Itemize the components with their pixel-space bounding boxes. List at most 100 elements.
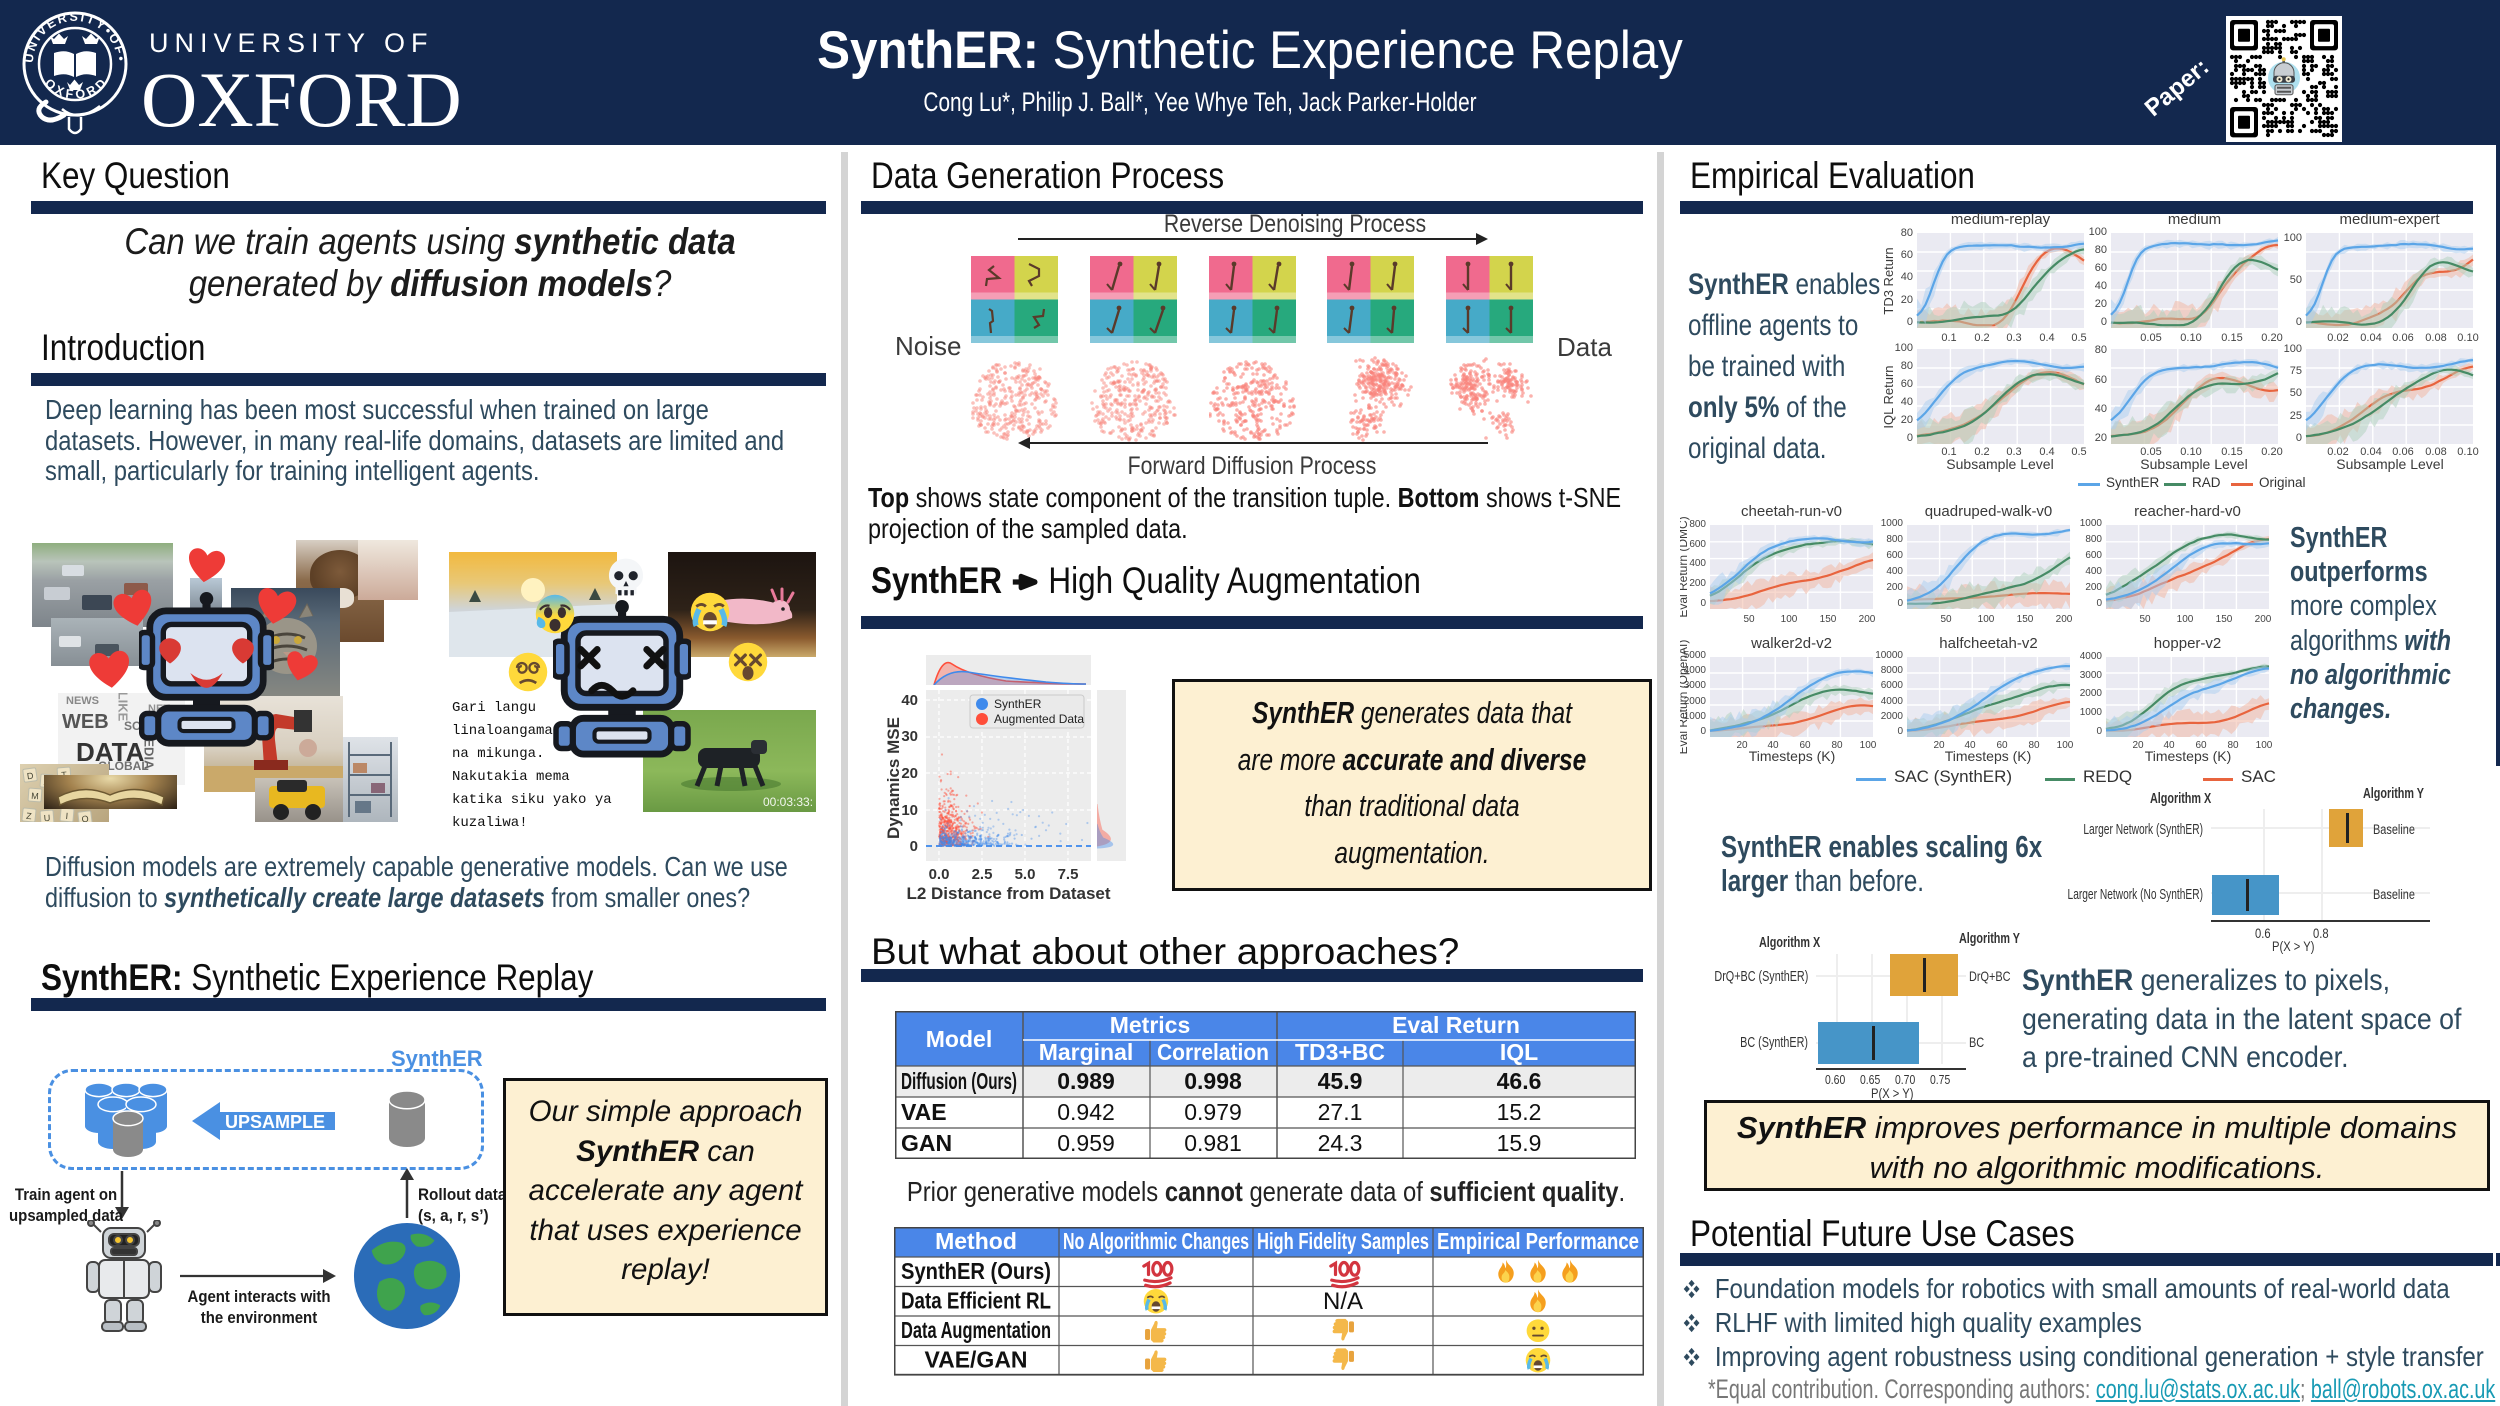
svg-text:4000: 4000: [2080, 651, 2103, 662]
svg-text:medium-replay: medium-replay: [1951, 211, 2051, 228]
svg-text:0.05: 0.05: [2140, 446, 2161, 458]
svg-text:N/A: N/A: [1323, 1288, 1363, 1315]
svg-text:Timesteps (K): Timesteps (K): [1749, 748, 1836, 764]
svg-text:Subsample Level: Subsample Level: [2140, 456, 2247, 472]
svg-text:1000: 1000: [2080, 707, 2103, 718]
svg-text:60: 60: [2195, 740, 2207, 751]
svg-text:0.5: 0.5: [2071, 332, 2086, 344]
svg-text:80: 80: [2028, 740, 2040, 751]
svg-text:Data Efficient RL: Data Efficient RL: [901, 1288, 1051, 1314]
svg-text:walker2d-v2: walker2d-v2: [1750, 635, 1832, 652]
svg-text:150: 150: [1820, 614, 1837, 625]
svg-text:800: 800: [1886, 534, 1903, 545]
svg-text:0: 0: [1700, 726, 1706, 737]
svg-text:00:03:33:: 00:03:33:: [763, 795, 813, 809]
svg-text:6000: 6000: [1881, 680, 1904, 691]
svg-text:cheetah-run-v0: cheetah-run-v0: [1741, 503, 1842, 520]
svg-text:0.1: 0.1: [1941, 332, 1956, 344]
svg-text:100: 100: [2177, 614, 2194, 625]
svg-text:0: 0: [1907, 432, 1913, 444]
svg-text:quadruped-walk-v0: quadruped-walk-v0: [1925, 503, 2053, 520]
svg-text:0: 0: [2296, 432, 2302, 444]
svg-text:400: 400: [1689, 558, 1706, 569]
svg-text:800: 800: [2085, 534, 2102, 545]
svg-text:0.20: 0.20: [2261, 446, 2282, 458]
svg-text:100: 100: [1978, 614, 1995, 625]
svg-text:80: 80: [2095, 344, 2107, 356]
svg-text:400: 400: [1886, 566, 1903, 577]
svg-text:100: 100: [2089, 226, 2107, 238]
svg-text:200: 200: [2255, 614, 2272, 625]
svg-text:2000: 2000: [1881, 711, 1904, 722]
svg-text:80: 80: [2095, 244, 2107, 256]
svg-text:medium: medium: [2168, 211, 2221, 228]
svg-text:0: 0: [2296, 316, 2302, 328]
svg-text:0.989: 0.989: [1057, 1068, 1115, 1094]
svg-text:46.6: 46.6: [1497, 1068, 1542, 1094]
svg-text:Eval Return (OpenAI): Eval Return (OpenAI): [1680, 640, 1690, 755]
svg-text:4000: 4000: [1684, 665, 1707, 676]
svg-text:GAN: GAN: [901, 1130, 952, 1156]
svg-text:IQL Return: IQL Return: [1881, 365, 1896, 428]
svg-text:medium-expert: medium-expert: [2339, 211, 2440, 228]
svg-text:0.04: 0.04: [2360, 332, 2381, 344]
svg-text:Eval Return (DMC): Eval Return (DMC): [1680, 516, 1690, 617]
svg-text:Empirical Performance: Empirical Performance: [1437, 1228, 1639, 1254]
svg-text:0.3: 0.3: [2006, 446, 2021, 458]
svg-text:40: 40: [2095, 403, 2107, 415]
svg-text:0: 0: [1897, 598, 1903, 609]
svg-text:15.9: 15.9: [1497, 1130, 1542, 1156]
svg-text:reacher-hard-v0: reacher-hard-v0: [2134, 503, 2241, 520]
svg-text:60: 60: [1901, 249, 1913, 261]
svg-text:0: 0: [1700, 598, 1706, 609]
svg-text:Data Augmentation: Data Augmentation: [901, 1317, 1051, 1343]
svg-text:Correlation: Correlation: [1157, 1039, 1269, 1065]
svg-text:0.10: 0.10: [2180, 332, 2201, 344]
svg-text:60: 60: [1901, 378, 1913, 390]
svg-text:SynthER (Ours): SynthER (Ours): [901, 1258, 1051, 1284]
svg-text:50: 50: [2290, 274, 2302, 286]
svg-text:0.06: 0.06: [2392, 332, 2413, 344]
svg-text:0.3: 0.3: [2006, 332, 2021, 344]
svg-text:20: 20: [1901, 414, 1913, 426]
svg-text:0.02: 0.02: [2327, 446, 2348, 458]
svg-text:5000: 5000: [1684, 650, 1707, 661]
svg-text:50: 50: [1940, 614, 1952, 625]
svg-text:3000: 3000: [1684, 680, 1707, 691]
svg-text:40: 40: [1964, 740, 1976, 751]
svg-text:100: 100: [1781, 614, 1798, 625]
svg-text:0.08: 0.08: [2425, 446, 2446, 458]
svg-text:0.998: 0.998: [1184, 1068, 1242, 1094]
svg-text:Diffusion (Ours): Diffusion (Ours): [901, 1068, 1017, 1094]
svg-text:100: 100: [2057, 740, 2074, 751]
svg-text:0: 0: [1897, 726, 1903, 737]
svg-text:Marginal: Marginal: [1039, 1039, 1134, 1065]
svg-text:200: 200: [2056, 614, 2073, 625]
svg-text:40: 40: [1901, 396, 1913, 408]
svg-text:0.02: 0.02: [2327, 332, 2348, 344]
svg-text:0.15: 0.15: [2221, 446, 2242, 458]
svg-text:3000: 3000: [2080, 670, 2103, 681]
svg-text:0.06: 0.06: [2392, 446, 2413, 458]
svg-text:600: 600: [2085, 550, 2102, 561]
svg-text:1000: 1000: [1881, 518, 1904, 529]
svg-text:TD3 Return: TD3 Return: [1881, 247, 1896, 314]
svg-text:Timesteps (K): Timesteps (K): [2145, 748, 2232, 764]
svg-text:50: 50: [2139, 614, 2151, 625]
svg-text:1000: 1000: [2080, 518, 2103, 529]
svg-text:0: 0: [2096, 726, 2102, 737]
svg-text:0: 0: [1907, 316, 1913, 328]
svg-text:halfcheetah-v2: halfcheetah-v2: [1939, 635, 2037, 652]
svg-text:27.1: 27.1: [1318, 1099, 1363, 1125]
svg-text:2000: 2000: [2080, 688, 2103, 699]
svg-text:50: 50: [2290, 387, 2302, 399]
svg-text:40: 40: [1901, 271, 1913, 283]
svg-text:600: 600: [1886, 550, 1903, 561]
svg-text:600: 600: [1689, 539, 1706, 550]
svg-text:Eval Return: Eval Return: [1392, 1012, 1520, 1038]
svg-text:UPSAMPLE: UPSAMPLE: [225, 1112, 325, 1132]
svg-text:High Fidelity Samples: High Fidelity Samples: [1257, 1228, 1429, 1254]
svg-text:Subsample Level: Subsample Level: [2336, 456, 2443, 472]
svg-text:0: 0: [2096, 598, 2102, 609]
svg-text:800: 800: [1689, 519, 1706, 530]
